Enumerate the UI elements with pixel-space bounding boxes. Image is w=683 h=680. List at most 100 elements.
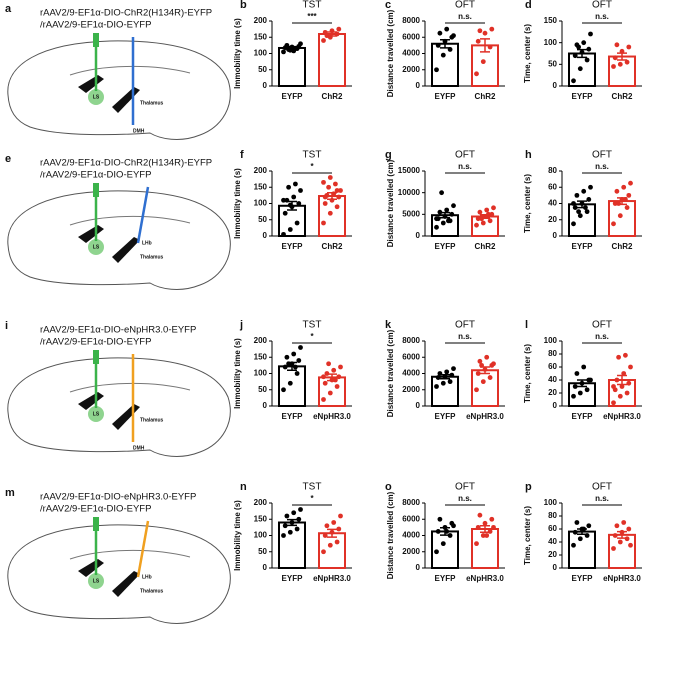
error-bar — [480, 38, 490, 53]
data-point — [616, 201, 621, 206]
y-tick-label: 4000 — [402, 531, 420, 540]
bar — [608, 200, 636, 237]
y-tick-label: 2000 — [402, 385, 420, 394]
data-point — [434, 224, 439, 230]
significance-label: n.s. — [458, 332, 472, 341]
data-point — [322, 380, 328, 386]
panel-letter: p — [525, 481, 532, 493]
chart-title: TST — [303, 150, 322, 161]
y-tick-label: 0 — [416, 231, 421, 240]
x-tick-label: EYFP — [435, 412, 457, 421]
region-label: DMH — [133, 445, 145, 451]
data-point — [482, 30, 488, 36]
significance-label: * — [310, 494, 314, 503]
region-label: Thalamus — [140, 588, 164, 594]
data-point — [331, 520, 337, 525]
data-point — [291, 194, 297, 200]
y-tick-label: 80 — [548, 349, 557, 358]
data-point — [440, 541, 446, 547]
y-tick-label: 60 — [548, 182, 557, 191]
data-point — [281, 387, 286, 393]
data-point — [617, 393, 623, 399]
y-tick-label: 50 — [258, 385, 267, 394]
y-tick-label: 20 — [548, 388, 557, 397]
data-point — [294, 220, 300, 226]
data-point — [451, 366, 456, 372]
data-point — [572, 205, 578, 210]
y-axis-label: Immobility time (s) — [233, 338, 242, 409]
data-point — [576, 209, 581, 215]
y-tick-label: 50 — [258, 547, 267, 556]
region-label: LS — [93, 411, 100, 417]
data-point — [571, 393, 576, 399]
tract — [112, 571, 140, 597]
panel-letter: d — [525, 0, 532, 11]
data-point — [282, 210, 288, 216]
error-bar — [617, 197, 627, 206]
data-point — [628, 180, 633, 186]
data-point — [571, 201, 576, 206]
data-point — [449, 372, 455, 378]
brain-outline — [7, 357, 231, 457]
y-tick-label: 6000 — [402, 352, 420, 361]
y-tick-label: 50 — [548, 59, 557, 68]
y-tick-label: 80 — [548, 166, 557, 175]
panel-letter: h — [525, 149, 532, 161]
data-point — [437, 516, 443, 522]
y-tick-label: 150 — [254, 352, 268, 361]
x-tick-label: EYFP — [282, 242, 304, 251]
data-point — [336, 374, 342, 380]
significance-label: n.s. — [458, 12, 472, 21]
region-label: Thalamus — [140, 417, 164, 423]
y-tick-label: 150 — [544, 16, 558, 25]
error-bar — [480, 214, 490, 219]
chart-title: OFT — [592, 320, 612, 331]
data-point — [322, 194, 328, 200]
y-tick-label: 40 — [548, 537, 557, 546]
data-point — [487, 529, 493, 534]
data-point — [584, 57, 590, 63]
y-tick-label: 100 — [544, 498, 558, 507]
error-bar — [327, 192, 337, 201]
data-point — [321, 179, 326, 185]
error-bar — [440, 211, 450, 219]
y-tick-label: 50 — [258, 215, 267, 224]
data-point — [621, 184, 627, 190]
y-tick-label: 200 — [254, 166, 268, 175]
data-point — [487, 44, 493, 50]
data-point — [338, 513, 343, 519]
data-point — [624, 390, 630, 396]
data-point — [334, 204, 340, 210]
bar — [278, 365, 306, 408]
y-tick-label: 60 — [548, 362, 557, 371]
y-tick-label: 8000 — [402, 498, 420, 507]
data-point — [480, 59, 486, 65]
y-tick-label: 0 — [553, 401, 558, 410]
y-tick-label: 2000 — [402, 547, 420, 556]
vector-text: rAAV2/9-EF1α-DIO-ChR2(H134R)-EYFP — [40, 8, 212, 19]
y-tick-label: 6000 — [402, 32, 420, 41]
data-point — [440, 380, 446, 386]
x-tick-label: EYFP — [282, 92, 304, 101]
data-point — [588, 31, 593, 37]
data-point — [614, 523, 620, 529]
y-tick-label: 0 — [553, 81, 558, 90]
y-tick-label: 10000 — [398, 188, 421, 197]
data-point — [487, 375, 493, 380]
y-tick-label: 150 — [254, 182, 268, 191]
ferrule — [93, 183, 99, 197]
error-bar — [287, 45, 297, 51]
vector-text: /rAAV2/9-EF1α-DIO-EYFP — [40, 170, 151, 181]
data-point — [477, 512, 483, 518]
y-tick-label: 0 — [263, 401, 268, 410]
data-point — [327, 175, 333, 180]
data-point — [296, 516, 302, 522]
y-tick-label: 200 — [254, 16, 268, 25]
panel-letter: b — [240, 0, 247, 11]
data-point — [287, 227, 293, 232]
data-point — [628, 364, 633, 370]
data-point — [296, 358, 302, 363]
data-point — [626, 192, 632, 198]
vector-text: rAAV2/9-EF1α-DIO-eNpHR3.0-EYFP — [40, 325, 196, 336]
y-tick-label: 60 — [548, 524, 557, 533]
